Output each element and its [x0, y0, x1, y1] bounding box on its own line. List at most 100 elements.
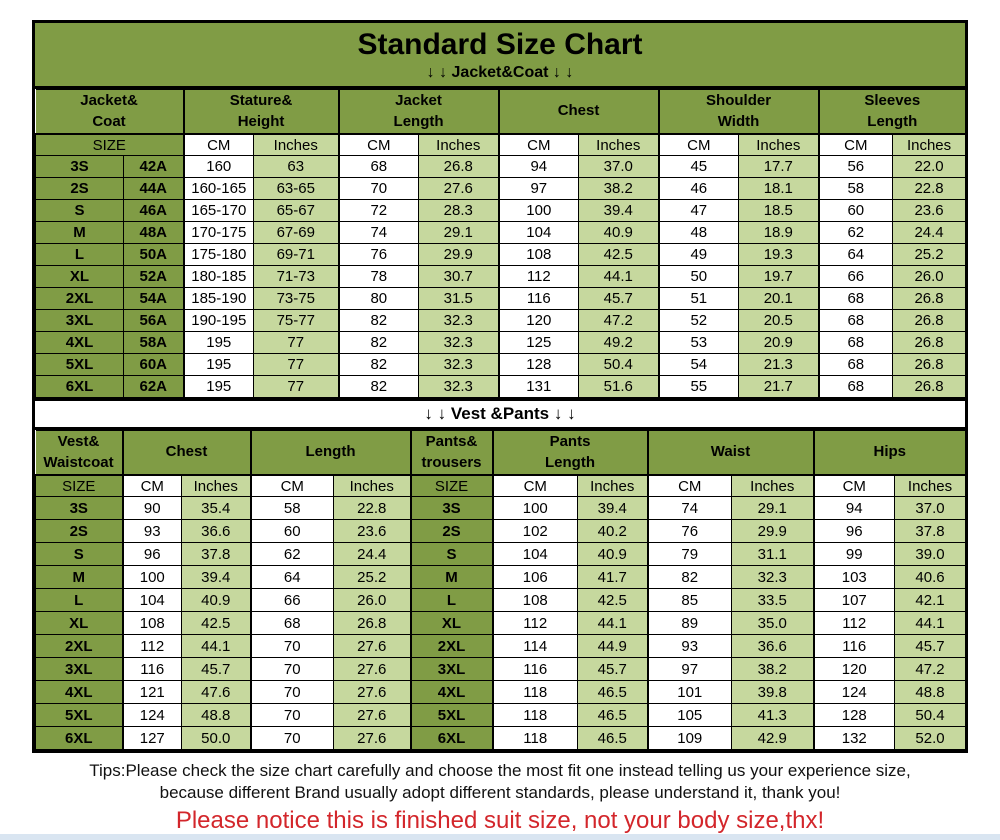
value-cell: 38.2: [730, 657, 815, 681]
value-cell: 42.9: [730, 726, 815, 750]
column-header-pants-length: Pants Length: [491, 430, 648, 476]
value-cell: 20.5: [738, 309, 820, 332]
size-cell: 2S: [35, 519, 123, 543]
value-cell: 40.6: [894, 565, 967, 589]
size-cell: S: [35, 199, 124, 222]
size-cell: 3XL: [35, 657, 123, 681]
value-cell: 21.7: [738, 375, 820, 398]
table-row: XL 52A 180-185 71-73 78 30.7 112 44.1 50 19.7 66 26…: [35, 265, 967, 288]
size-cell: M: [35, 565, 123, 589]
value-cell: 29.1: [418, 221, 500, 244]
value-cell: 22.8: [333, 496, 411, 520]
value-cell: 39.4: [577, 496, 648, 520]
column-header-hips: Hips: [812, 430, 967, 476]
column-header-vest-waistcoat: Vest& Waistcoat: [35, 430, 123, 476]
value-cell: 35.4: [181, 496, 251, 520]
column-header-vest-length: Length: [249, 430, 411, 476]
value-cell: 106: [491, 565, 578, 589]
value-cell: 67-69: [253, 221, 340, 244]
value-cell: 114: [491, 634, 578, 658]
value-cell: 39.4: [181, 565, 251, 589]
value-cell: 26.8: [892, 353, 967, 376]
table-row: 4XL 121 47.6 70 27.6 4XL 118 46.5 101 39.8 124 48.8: [35, 680, 967, 704]
title-band: Standard Size Chart ↓ ↓ Jacket&Coat ↓ ↓: [35, 23, 965, 89]
value-cell: 51.6: [578, 375, 660, 398]
value-cell: 77: [253, 331, 340, 354]
value-cell: 21.3: [738, 353, 820, 376]
value-cell: 75-77: [253, 309, 340, 332]
value-cell: 78: [337, 265, 420, 288]
value-cell: 48: [657, 221, 740, 244]
size-header: SIZE: [34, 133, 185, 156]
value-cell: 180-185: [182, 265, 255, 288]
value-cell: 27.6: [333, 634, 411, 658]
tips-line-1: Tips:Please check the size chart careful…: [89, 761, 911, 780]
value-cell: 74: [646, 496, 732, 520]
size-cell: 3S: [409, 496, 493, 520]
value-cell: 42.1: [894, 588, 967, 612]
value-cell: 22.8: [892, 177, 967, 200]
inches-header: Inches: [730, 474, 815, 497]
value-cell: 17.7: [738, 155, 820, 178]
size-cell: 52A: [122, 265, 185, 288]
value-cell: 118: [491, 703, 578, 727]
value-cell: 66: [817, 265, 894, 288]
table-row: 5XL 124 48.8 70 27.6 5XL 118 46.5 105 41.3 128 50.4: [35, 703, 967, 727]
value-cell: 26.0: [892, 265, 967, 288]
size-cell: 42A: [122, 155, 185, 178]
value-cell: 112: [121, 634, 182, 658]
value-cell: 50: [657, 265, 740, 288]
value-cell: 38.2: [578, 177, 660, 200]
size-cell: 3S: [35, 496, 123, 520]
value-cell: 42.5: [577, 588, 648, 612]
table-row: S 46A 165-170 65-67 72 28.3 100 39.4 47 18.5 60 23.…: [35, 199, 967, 222]
value-cell: 68: [817, 309, 894, 332]
column-header-chest: Chest: [497, 89, 660, 135]
value-cell: 40.9: [578, 221, 660, 244]
value-cell: 103: [812, 565, 896, 589]
value-cell: 32.3: [418, 353, 500, 376]
vest-pants-section-label: ↓ ↓ Vest &Pants ↓ ↓: [35, 398, 965, 430]
value-cell: 112: [491, 611, 578, 635]
size-cell: 3XL: [409, 657, 493, 681]
value-cell: 26.0: [333, 588, 411, 612]
value-cell: 22.0: [892, 155, 967, 178]
value-cell: 77: [253, 353, 340, 376]
value-cell: 27.6: [333, 657, 411, 681]
value-cell: 64: [817, 243, 894, 266]
value-cell: 70: [249, 657, 334, 681]
value-cell: 100: [497, 199, 580, 222]
value-cell: 52: [657, 309, 740, 332]
value-cell: 63-65: [253, 177, 340, 200]
value-cell: 46: [657, 177, 740, 200]
value-cell: 190-195: [182, 309, 255, 332]
table-row: 3S 42A 160 63 68 26.8 94 37.0 45 17.7 56 22.0: [35, 155, 967, 178]
value-cell: 47.2: [894, 657, 967, 681]
value-cell: 18.5: [738, 199, 820, 222]
size-cell: 6XL: [35, 375, 124, 398]
tips-text: Tips:Please check the size chart careful…: [0, 760, 1000, 804]
value-cell: 40.9: [181, 588, 251, 612]
size-cell: 54A: [122, 287, 185, 310]
value-cell: 19.7: [738, 265, 820, 288]
cm-header: CM: [491, 474, 578, 497]
value-cell: 20.1: [738, 287, 820, 310]
value-cell: 20.9: [738, 331, 820, 354]
value-cell: 66: [249, 588, 334, 612]
value-cell: 29.9: [418, 243, 500, 266]
value-cell: 53: [657, 331, 740, 354]
value-cell: 23.6: [892, 199, 967, 222]
value-cell: 42.5: [181, 611, 251, 635]
table-row: 2S 93 36.6 60 23.6 2S 102 40.2 76 29.9 96 37.8: [35, 519, 967, 543]
table-row: 4XL 58A 195 77 82 32.3 125 49.2 53 20.9 68 26.8: [35, 331, 967, 354]
value-cell: 99: [812, 542, 896, 566]
notice-text: Please notice this is finished suit size…: [175, 807, 825, 834]
value-cell: 195: [182, 331, 255, 354]
value-cell: 25.2: [333, 565, 411, 589]
value-cell: 82: [337, 353, 420, 376]
value-cell: 50.4: [894, 703, 967, 727]
cm-header: CM: [657, 133, 740, 156]
size-cell: 5XL: [409, 703, 493, 727]
value-cell: 48.8: [894, 680, 967, 704]
value-cell: 32.3: [418, 331, 500, 354]
